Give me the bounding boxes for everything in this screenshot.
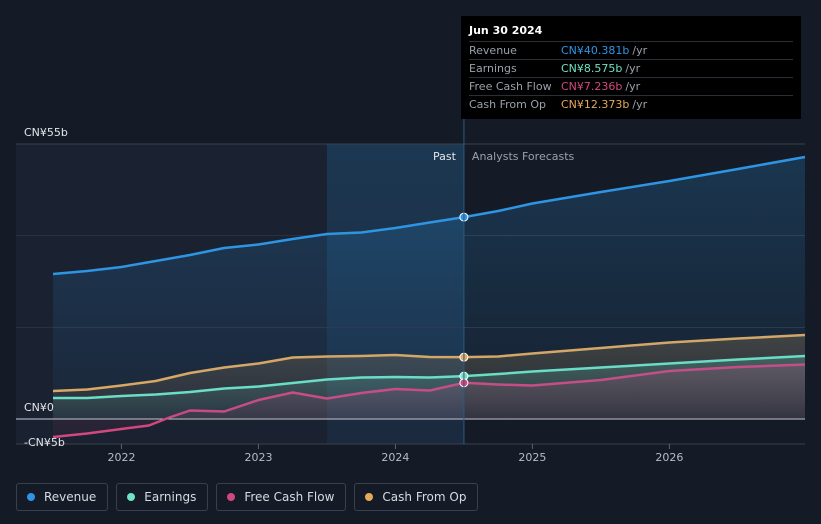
legend-dot-icon (27, 493, 35, 501)
tooltip-value: CN¥8.575b (561, 62, 623, 75)
tooltip-unit: /yr (632, 44, 648, 57)
legend-dot-icon (365, 493, 374, 501)
x-tick-label: 2023 (244, 451, 272, 464)
x-tick-label: 2022 (107, 451, 135, 464)
legend-label: Earnings (144, 490, 197, 504)
legend-label: Cash From Op (382, 490, 467, 504)
tooltip-label: Cash From Op (469, 98, 547, 111)
legend-item-earnings[interactable]: Earnings (116, 483, 209, 511)
legend-dot-icon (227, 493, 236, 501)
legend: Revenue Earnings Free Cash Flow Cash Fro… (16, 483, 479, 511)
y-tick-label: CN¥0 (24, 401, 54, 414)
y-tick-label: CN¥55b (24, 126, 68, 139)
tooltip-value: CN¥12.373b (561, 98, 630, 111)
tooltip-row-revenue: Revenue CN¥40.381b /yr (469, 42, 793, 60)
x-tick-label: 2025 (518, 451, 546, 464)
forecast-label: Analysts Forecasts (472, 150, 575, 163)
x-tick-label: 2026 (655, 451, 683, 464)
legend-label: Revenue (44, 490, 97, 504)
tooltip-value: CN¥40.381b (561, 44, 630, 57)
tooltip-label: Revenue (469, 44, 517, 57)
legend-dot-icon (127, 493, 136, 501)
legend-item-fcf[interactable]: Free Cash Flow (216, 483, 347, 511)
tooltip-date: Jun 30 2024 (469, 24, 793, 42)
past-label: Past (433, 150, 457, 163)
tooltip-unit: /yr (625, 62, 641, 75)
series-area-revenue (52, 157, 805, 419)
tooltip-row-cfo: Cash From Op CN¥12.373b /yr (469, 96, 793, 113)
tooltip: Jun 30 2024 Revenue CN¥40.381b /yr Earni… (461, 16, 801, 119)
tooltip-unit: /yr (632, 98, 648, 111)
x-tick-label: 2024 (381, 451, 409, 464)
series-line-revenue (52, 155, 806, 276)
tooltip-value: CN¥7.236b (561, 80, 623, 93)
tooltip-row-earnings: Earnings CN¥8.575b /yr (469, 60, 793, 78)
tooltip-row-fcf: Free Cash Flow CN¥7.236b /yr (469, 78, 793, 96)
legend-label: Free Cash Flow (244, 490, 335, 504)
tooltip-unit: /yr (625, 80, 641, 93)
legend-item-revenue[interactable]: Revenue (16, 483, 109, 511)
tooltip-label: Earnings (469, 62, 517, 75)
y-tick-label: -CN¥5b (24, 436, 65, 449)
tooltip-label: Free Cash Flow (469, 80, 552, 93)
legend-item-cfo[interactable]: Cash From Op (354, 483, 479, 511)
